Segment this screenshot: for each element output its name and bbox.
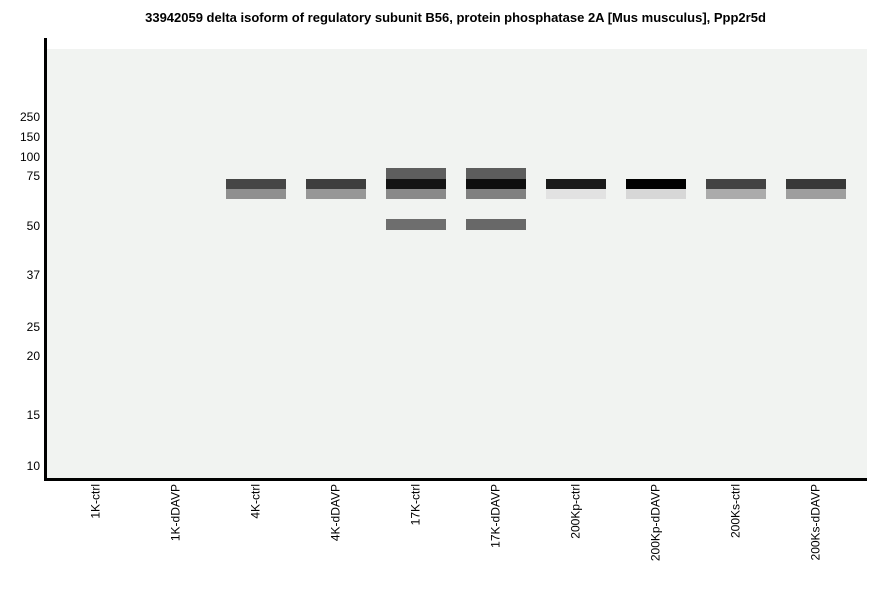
- gel-band-segment: [466, 189, 526, 199]
- lane-label-17K-ctrl: 17K-ctrl: [409, 484, 424, 528]
- gel-band-segment: [306, 179, 366, 189]
- gel-band-segment: [386, 189, 446, 199]
- gel-band-segment: [706, 189, 766, 199]
- gel-band-segment: [466, 219, 526, 230]
- lane-label-17K-dDAVP: 17K-dDAVP: [489, 484, 504, 551]
- gel-band-segment: [226, 179, 286, 189]
- gel-plot-area: [47, 49, 867, 478]
- lane-label-text: 1K-ctrl: [88, 484, 103, 519]
- gel-band-segment: [226, 189, 286, 199]
- lane-label-text: 200Kp-ctrl: [568, 484, 583, 539]
- gel-band-segment: [786, 179, 846, 189]
- lane-label-text: 17K-ctrl: [408, 484, 423, 526]
- mw-marker-label-25: 25: [26, 320, 40, 334]
- mw-marker-label-10: 10: [26, 459, 40, 473]
- lane-label-1K-dDAVP: 1K-dDAVP: [169, 484, 184, 544]
- gel-band-segment: [626, 189, 686, 199]
- lane-label-200Ks-dDAVP: 200Ks-dDAVP: [809, 484, 824, 563]
- gel-band-segment: [546, 179, 606, 189]
- mw-marker-label-100: 100: [19, 150, 40, 164]
- lane-label-text: 200Ks-dDAVP: [808, 484, 823, 561]
- gel-band-segment: [786, 189, 846, 199]
- mw-marker-label-37: 37: [26, 268, 40, 282]
- gel-band-segment: [306, 189, 366, 199]
- mw-marker-label-20: 20: [26, 349, 40, 363]
- lane-label-200Ks-ctrl: 200Ks-ctrl: [729, 484, 744, 541]
- x-axis-line: [44, 478, 867, 481]
- mw-marker-label-150: 150: [19, 130, 40, 144]
- gel-band-segment: [386, 168, 446, 179]
- figure-title: 33942059 delta isoform of regulatory sub…: [145, 10, 766, 25]
- gel-band-segment: [706, 179, 766, 189]
- y-axis-line: [44, 38, 47, 481]
- mw-marker-label-250: 250: [19, 110, 40, 124]
- gel-band-segment: [466, 168, 526, 179]
- lane-label-200Kp-ctrl: 200Kp-ctrl: [569, 484, 584, 542]
- lane-label-1K-ctrl: 1K-ctrl: [89, 484, 104, 522]
- gel-band-segment: [546, 189, 606, 199]
- lane-label-text: 200Kp-dDAVP: [648, 484, 663, 562]
- gel-band-segment: [386, 179, 446, 189]
- lane-label-text: 4K-dDAVP: [328, 484, 343, 542]
- lane-label-text: 1K-dDAVP: [168, 484, 183, 542]
- lane-label-4K-dDAVP: 4K-dDAVP: [329, 484, 344, 544]
- lane-label-text: 17K-dDAVP: [488, 484, 503, 548]
- mw-marker-label-50: 50: [26, 219, 40, 233]
- mw-marker-label-15: 15: [26, 408, 40, 422]
- mw-marker-label-75: 75: [26, 169, 40, 183]
- lane-label-text: 200Ks-ctrl: [728, 484, 743, 539]
- gel-band-segment: [466, 179, 526, 189]
- gel-band-segment: [386, 219, 446, 230]
- lane-label-200Kp-dDAVP: 200Kp-dDAVP: [649, 484, 664, 564]
- gel-band-segment: [626, 179, 686, 189]
- lane-label-4K-ctrl: 4K-ctrl: [249, 484, 264, 522]
- lane-label-text: 4K-ctrl: [248, 484, 263, 519]
